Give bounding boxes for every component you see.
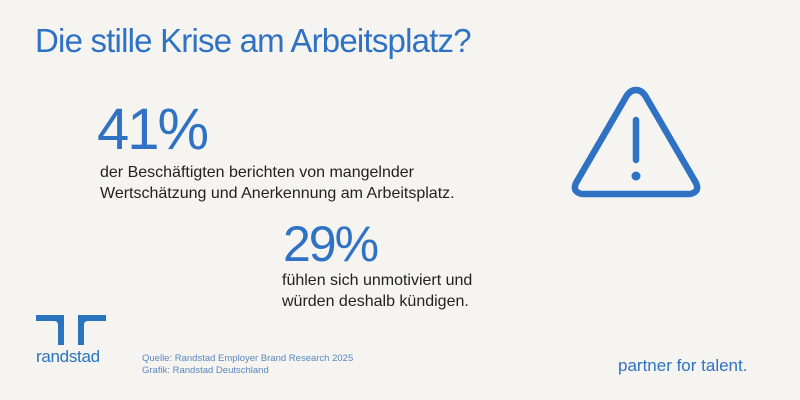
stat-description-line: der Beschäftigten berichten von mangelnd… xyxy=(100,164,414,181)
stat-description-2: fühlen sich unmotiviert und würden desha… xyxy=(282,270,512,312)
stat-description-line: Wertschätzung und Anerkennung am Arbeits… xyxy=(100,185,455,202)
stat-description-1: der Beschäftigten berichten von mangelnd… xyxy=(100,162,500,204)
randstad-logo-mark-icon xyxy=(36,315,106,345)
stat-value-41: 41% xyxy=(97,97,209,162)
graphic-credit-line: Grafik: Randstad Deutschland xyxy=(142,365,269,376)
stat-value-29: 29% xyxy=(283,216,379,272)
source-line: Quelle: Randstad Employer Brand Research… xyxy=(142,353,354,364)
tagline: partner for talent. xyxy=(618,356,748,375)
stat-description-line: würden deshalb kündigen. xyxy=(282,293,469,310)
warning-triangle-icon xyxy=(570,82,702,202)
stat-description-line: fühlen sich unmotiviert und xyxy=(282,272,473,289)
source-credits: Quelle: Randstad Employer Brand Research… xyxy=(142,353,353,377)
randstad-logo: randstad xyxy=(36,315,106,370)
randstad-wordmark: randstad xyxy=(36,347,100,366)
page-title: Die stille Krise am Arbeitsplatz? xyxy=(35,22,472,59)
